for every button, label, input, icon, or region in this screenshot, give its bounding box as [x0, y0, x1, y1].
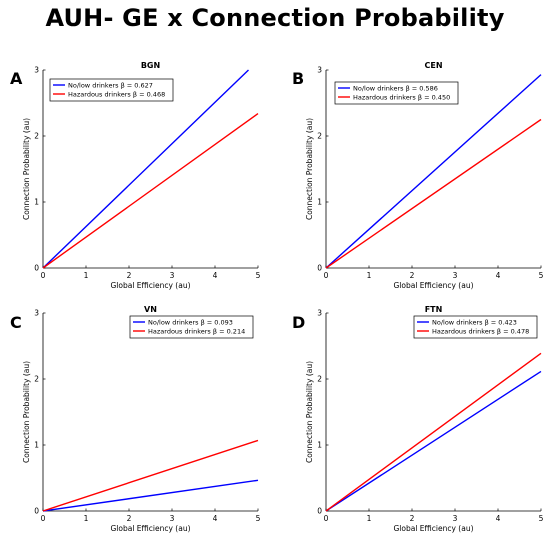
- figure-title: AUH- GE x Connection Probability: [45, 4, 505, 32]
- series-line-hazardous: [42, 439, 259, 512]
- legend-box: [413, 315, 538, 339]
- panel-title: CEN: [424, 61, 442, 70]
- x-tick-label: 1: [84, 271, 89, 280]
- legend-box: [334, 81, 459, 105]
- legend-entry: No/low drinkers β = 0.586: [353, 84, 438, 92]
- x-tick-label: 2: [127, 271, 132, 280]
- x-tick-label: 1: [367, 271, 372, 280]
- panel-title: FTN: [425, 305, 443, 314]
- y-tick-label: 3: [317, 309, 322, 318]
- x-tick-label: 4: [213, 514, 218, 523]
- y-tick-label: 1: [317, 441, 322, 450]
- series-line-hazardous: [325, 118, 542, 269]
- x-tick-label: 3: [170, 271, 175, 280]
- x-tick-label: 4: [213, 271, 218, 280]
- y-tick-label: 0: [317, 264, 322, 273]
- legend-entry: No/low drinkers β = 0.423: [432, 318, 517, 326]
- x-axis-label: Global Efficiency (au): [393, 524, 473, 533]
- y-tick-label: 3: [34, 309, 39, 318]
- x-tick-label: 3: [453, 271, 458, 280]
- x-tick-label: 2: [127, 514, 132, 523]
- panel-letter: A: [10, 69, 23, 88]
- x-tick-label: 4: [496, 271, 501, 280]
- legend-entry: Hazardous drinkers β = 0.478: [432, 327, 529, 335]
- series-line-no-low: [325, 370, 542, 512]
- y-tick-label: 1: [317, 198, 322, 207]
- x-tick-label: 0: [324, 271, 329, 280]
- series-line-no-low: [42, 69, 249, 269]
- x-axis-label: Global Efficiency (au): [110, 281, 190, 290]
- x-tick-label: 0: [41, 271, 46, 280]
- y-axis-label: Connection Probability (au): [305, 361, 314, 463]
- x-tick-label: 1: [84, 514, 89, 523]
- panel-title: BGN: [141, 61, 160, 70]
- series-line-hazardous: [325, 352, 542, 512]
- y-tick-label: 2: [317, 375, 322, 384]
- y-axis-label: Connection Probability (au): [305, 118, 314, 220]
- x-tick-label: 1: [367, 514, 372, 523]
- x-tick-label: 5: [539, 271, 544, 280]
- y-tick-label: 3: [317, 66, 322, 75]
- y-tick-label: 1: [34, 198, 39, 207]
- legend-box: [49, 78, 174, 102]
- y-tick-label: 3: [34, 66, 39, 75]
- x-tick-label: 4: [496, 514, 501, 523]
- y-tick-label: 0: [34, 507, 39, 516]
- y-tick-label: 2: [34, 132, 39, 141]
- y-tick-label: 0: [317, 507, 322, 516]
- y-axis-label: Connection Probability (au): [22, 118, 31, 220]
- panel-letter: B: [292, 69, 304, 88]
- x-axis-label: Global Efficiency (au): [110, 524, 190, 533]
- legend-entry: Hazardous drinkers β = 0.450: [353, 93, 450, 101]
- x-tick-label: 0: [41, 514, 46, 523]
- x-tick-label: 0: [324, 514, 329, 523]
- x-tick-label: 2: [410, 514, 415, 523]
- x-axis-label: Global Efficiency (au): [393, 281, 473, 290]
- x-tick-label: 5: [256, 514, 261, 523]
- y-tick-label: 0: [34, 264, 39, 273]
- legend-box: [129, 315, 254, 339]
- panel-title: VN: [144, 305, 157, 314]
- y-tick-label: 2: [317, 132, 322, 141]
- x-tick-label: 5: [539, 514, 544, 523]
- legend-entry: Hazardous drinkers β = 0.214: [148, 327, 245, 335]
- y-tick-label: 2: [34, 375, 39, 384]
- legend-entry: No/low drinkers β = 0.093: [148, 318, 233, 326]
- series-line-no-low: [42, 479, 259, 512]
- legend-entry: Hazardous drinkers β = 0.468: [68, 90, 165, 98]
- x-tick-label: 5: [256, 271, 261, 280]
- series-line-no-low: [325, 74, 542, 269]
- panel-letter: D: [292, 313, 305, 332]
- y-axis-label: Connection Probability (au): [22, 361, 31, 463]
- x-tick-label: 3: [170, 514, 175, 523]
- x-tick-label: 2: [410, 271, 415, 280]
- x-tick-label: 3: [453, 514, 458, 523]
- y-tick-label: 1: [34, 441, 39, 450]
- legend-entry: No/low drinkers β = 0.627: [68, 81, 153, 89]
- panel-letter: C: [10, 313, 22, 332]
- series-line-hazardous: [42, 113, 259, 269]
